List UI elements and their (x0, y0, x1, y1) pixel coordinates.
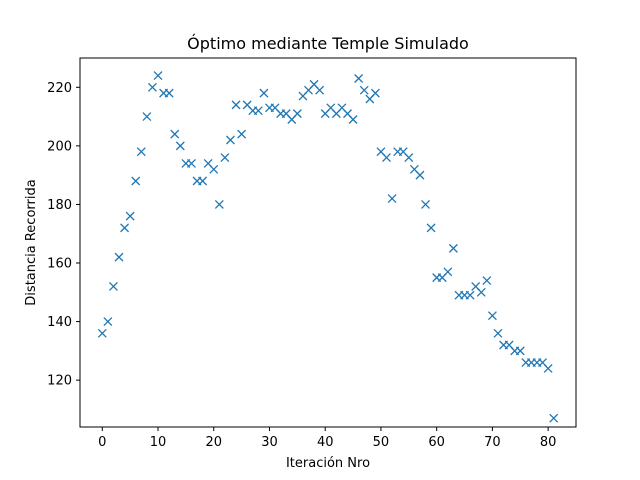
data-point (97, 328, 107, 338)
axis-ticks: 0 10 20 30 40 50 60 70 80 120 140 160 180 200 220 (47, 81, 556, 450)
y-tick-label: 160 (47, 257, 72, 272)
x-tick-label: 40 (317, 435, 334, 450)
data-point (493, 328, 503, 338)
data-point (136, 147, 146, 157)
data-point (370, 88, 380, 98)
x-tick-label: 0 (98, 435, 106, 450)
x-tick-label: 50 (373, 435, 390, 450)
x-axis-label: Iteración Nro (286, 456, 370, 471)
y-axis-label: Distancia Recorrida (24, 179, 39, 305)
y-tick-label: 220 (47, 81, 72, 96)
data-point (220, 153, 230, 163)
data-point (131, 176, 141, 186)
data-point (359, 85, 369, 95)
y-tick-label: 180 (47, 198, 72, 213)
data-point (515, 346, 525, 356)
data-point (426, 223, 436, 233)
data-point (214, 199, 224, 209)
data-point (226, 135, 235, 145)
data-point (315, 85, 325, 95)
data-point (170, 129, 180, 139)
data-point (549, 413, 559, 423)
data-point (103, 317, 113, 327)
y-tick-label: 120 (47, 374, 72, 389)
x-tick-label: 10 (150, 435, 167, 450)
data-point (465, 290, 475, 300)
data-point (147, 82, 157, 92)
data-point (387, 194, 397, 204)
data-point (415, 170, 425, 180)
data-point (382, 153, 391, 163)
data-point (231, 100, 241, 110)
data-point (348, 115, 358, 124)
data-point (120, 223, 130, 233)
data-point (448, 243, 458, 253)
data-point (292, 109, 302, 119)
y-tick-label: 200 (47, 139, 72, 154)
y-tick-label: 140 (47, 315, 72, 330)
data-point (153, 71, 163, 81)
data-point (175, 141, 185, 151)
data-point (443, 267, 453, 277)
chart-title: Óptimo mediante Temple Simulado (187, 34, 469, 53)
data-point (198, 176, 208, 186)
x-tick-label: 60 (428, 435, 445, 450)
data-point (421, 199, 430, 209)
data-point (253, 106, 263, 116)
data-point (164, 88, 174, 98)
x-tick-label: 20 (205, 435, 222, 450)
data-point (476, 287, 486, 297)
data-point (543, 363, 553, 373)
x-tick-label: 30 (261, 435, 278, 450)
x-tick-label: 80 (540, 435, 557, 450)
data-point (259, 88, 269, 98)
data-point (209, 164, 219, 174)
data-points (97, 71, 559, 423)
data-point (237, 129, 247, 139)
plot-frame (79, 57, 577, 428)
data-point (142, 112, 152, 122)
data-point (354, 74, 364, 83)
data-point (482, 276, 492, 286)
x-tick-label: 70 (484, 435, 501, 450)
data-point (487, 311, 497, 321)
data-point (108, 281, 118, 291)
data-point (404, 153, 414, 163)
data-point (125, 211, 135, 221)
data-point (114, 252, 124, 262)
data-point (187, 158, 196, 168)
